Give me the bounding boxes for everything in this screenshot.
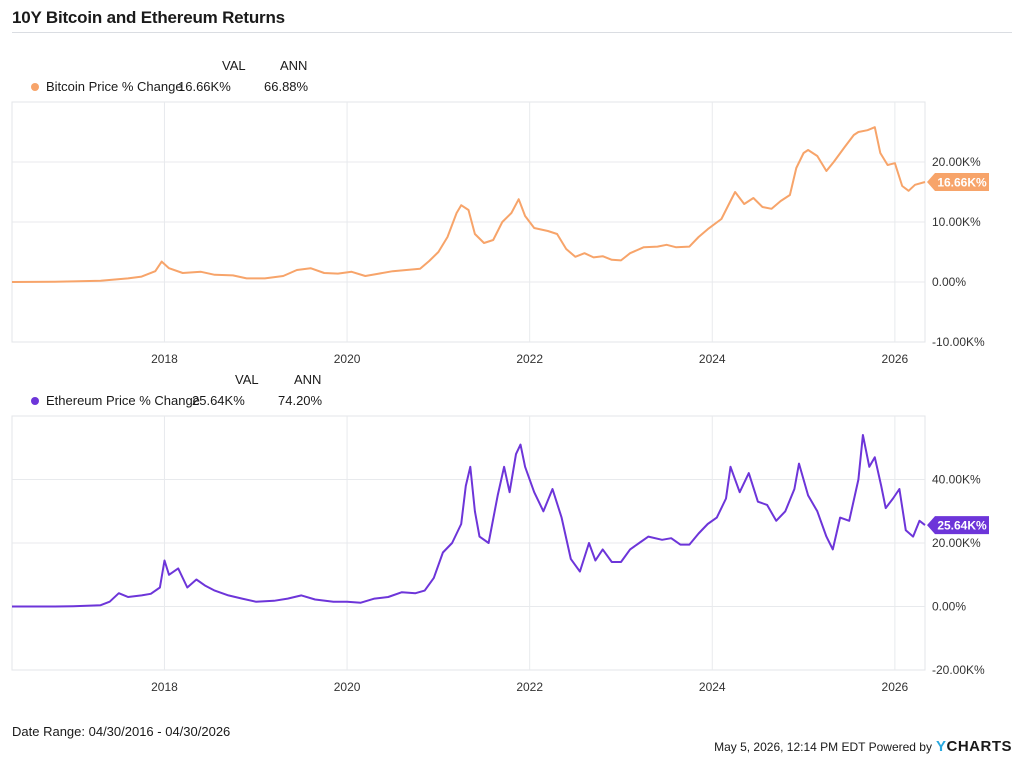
ethereum-xtick-label: 2022 [516, 680, 543, 694]
bitcoin-last-value-tag [927, 173, 989, 192]
ethereum-legend-name: Ethereum Price % Change [46, 393, 200, 408]
ycharts-logo-text: CHARTS [946, 738, 1012, 755]
ycharts-logo[interactable]: YCHARTS [936, 738, 1012, 755]
ethereum-legend: VAL ANN Ethereum Price % Change 25.64K% … [28, 372, 348, 412]
ethereum-ytick-label: 40.00K% [932, 473, 981, 487]
ethereum-xtick-label: 2024 [699, 680, 726, 694]
bitcoin-ytick-label: 0.00% [932, 275, 966, 289]
bitcoin-last-value-label: 16.66K% [937, 176, 987, 190]
title-divider [12, 32, 1012, 33]
legend-ann-header: ANN [280, 58, 308, 73]
ethereum-last-value-label: 25.64K% [937, 519, 987, 533]
bitcoin-xtick-label: 2026 [882, 352, 909, 366]
bitcoin-xtick-label: 2022 [516, 352, 543, 366]
bitcoin-xtick-label: 2024 [699, 352, 726, 366]
bitcoin-series-line [11, 126, 926, 283]
ethereum-legend-ann: 74.20% [278, 393, 323, 408]
footer-attribution: May 5, 2026, 12:14 PM EDT Powered by YCH… [714, 738, 1012, 755]
bitcoin-legend: VAL ANN Bitcoin Price % Change 16.66K% 6… [28, 58, 328, 98]
ethereum-ytick-label: 0.00% [932, 600, 966, 614]
bitcoin-ytick-label: -10.00K% [932, 335, 985, 349]
legend-val-header: VAL [222, 58, 246, 73]
ethereum-xtick-label: 2018 [151, 680, 178, 694]
legend-val-header: VAL [235, 372, 259, 387]
bitcoin-ytick-label: 10.00K% [932, 215, 981, 229]
ethereum-xtick-label: 2026 [882, 680, 909, 694]
bitcoin-xtick-label: 2020 [334, 352, 361, 366]
ethereum-xtick-label: 2020 [334, 680, 361, 694]
bitcoin-legend-dot [31, 83, 39, 91]
ethereum-legend-val: 25.64K% [192, 393, 245, 408]
date-range: Date Range: 04/30/2016 - 04/30/2026 [12, 724, 231, 739]
bitcoin-legend-row[interactable]: Bitcoin Price % Change [46, 79, 183, 94]
ethereum-series-line [12, 434, 926, 608]
bitcoin-legend-val: 16.66K% [178, 79, 231, 94]
bitcoin-xtick-label: 2018 [151, 352, 178, 366]
ethereum-legend-dot [31, 397, 39, 405]
bitcoin-legend-ann: 66.88% [264, 79, 309, 94]
bitcoin-legend-name: Bitcoin Price % Change [46, 79, 183, 94]
page-title: 10Y Bitcoin and Ethereum Returns [12, 8, 285, 27]
timestamp: May 5, 2026, 12:14 PM EDT Powered by [714, 739, 932, 754]
ycharts-logo-y: Y [935, 738, 947, 755]
ethereum-ytick-label: -20.00K% [932, 663, 985, 677]
bitcoin-ytick-label: 20.00K% [932, 155, 981, 169]
legend-ann-header: ANN [294, 372, 322, 387]
ethereum-ytick-label: 20.00K% [932, 536, 981, 550]
ethereum-last-value-tag [927, 516, 989, 535]
ethereum-legend-row[interactable]: Ethereum Price % Change [46, 393, 200, 408]
